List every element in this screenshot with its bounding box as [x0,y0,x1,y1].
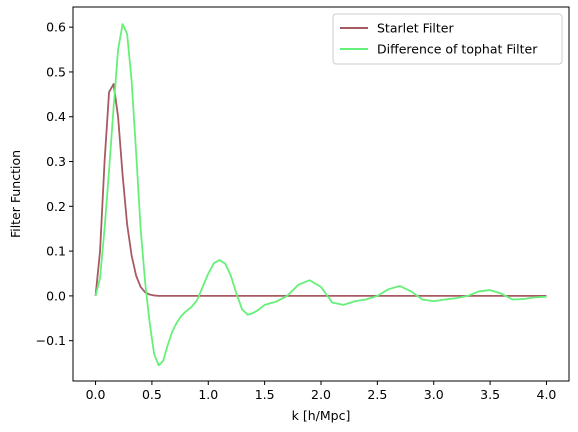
y-axis: −0.1 0.0 0.1 0.2 0.3 0.4 0.5 0.6 [36,20,73,348]
y-tick-label: −0.1 [36,333,66,348]
legend: Starlet Filter Difference of tophat Filt… [332,13,563,65]
y-tick-label: 0.0 [46,288,66,303]
y-tick-label: 0.6 [46,20,66,35]
x-axis-label: k [h/Mpc] [292,408,351,423]
x-tick-label: 4.0 [537,387,557,402]
legend-label-tophat: Difference of tophat Filter [377,42,538,57]
x-tick-label: 1.5 [255,387,275,402]
x-axis: 0.0 0.5 1.0 1.5 2.0 2.5 3.0 3.5 4.0 [86,381,557,402]
series-line-1 [94,23,547,367]
y-tick-label: 0.5 [46,64,66,79]
y-tick-label: 0.3 [46,154,66,169]
x-tick-label: 0.0 [86,387,106,402]
x-tick-label: 3.0 [424,387,444,402]
x-tick-label: 1.0 [198,387,218,402]
y-axis-label: Filter Function [8,150,23,238]
legend-label-starlet: Starlet Filter [377,21,454,36]
y-tick-label: 0.1 [46,244,66,259]
y-tick-label: 0.2 [46,199,66,214]
series-line-0 [94,83,547,297]
series-layer [94,23,547,367]
y-tick-label: 0.4 [46,109,66,124]
x-tick-label: 2.5 [367,387,387,402]
x-tick-label: 2.0 [311,387,331,402]
x-tick-label: 3.5 [480,387,500,402]
legend-box [332,13,563,65]
x-tick-label: 0.5 [142,387,162,402]
